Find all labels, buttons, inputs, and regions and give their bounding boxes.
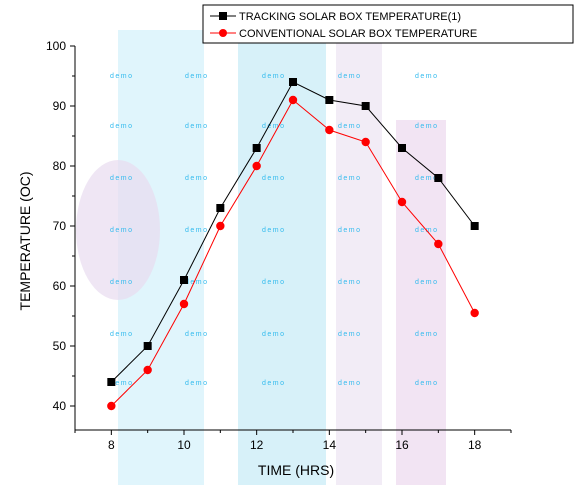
legend-item: CONVENTIONAL SOLAR BOX TEMPERATURE — [210, 28, 477, 40]
data-point — [252, 161, 261, 171]
watermark-label: demo — [415, 73, 439, 80]
y-tick-label: 100 — [46, 39, 66, 53]
watermark-label: demo — [338, 279, 362, 286]
legend-label: TRACKING SOLAR BOX TEMPERATURE(1) — [239, 11, 461, 23]
watermark-label: demo — [415, 331, 439, 338]
watermark-label: demo — [338, 331, 362, 338]
watermark-label: demo — [262, 331, 286, 338]
x-tick-label: 12 — [250, 438, 264, 452]
data-point — [397, 197, 407, 207]
watermark-label: demo — [185, 175, 209, 182]
legend-label: CONVENTIONAL SOLAR BOX TEMPERATURE — [239, 28, 477, 40]
watermark-text-grid: demo demo demo demo demo demo demo demo demo demo… — [110, 73, 439, 387]
watermark-label: demo — [185, 279, 209, 286]
data-point — [216, 221, 225, 231]
watermark-label: demo — [338, 175, 362, 182]
watermark-label: demo — [415, 279, 439, 286]
data-point — [107, 401, 116, 411]
watermark-label: demo — [338, 380, 362, 387]
watermark-label: demo — [110, 380, 134, 387]
watermark-label: demo — [110, 227, 134, 234]
data-point — [361, 102, 370, 110]
watermark-label: demo — [338, 227, 362, 234]
data-point — [470, 308, 479, 318]
watermark-label: demo — [110, 73, 134, 80]
legend-box — [202, 4, 574, 44]
x-axis-title: TIME (HRS) — [258, 462, 334, 478]
data-point — [143, 365, 152, 375]
watermark-label: demo — [110, 279, 134, 286]
x-tick-label: 14 — [323, 438, 337, 452]
y-tick-label: 40 — [53, 399, 67, 413]
data-point — [107, 378, 116, 386]
data-point — [252, 144, 261, 152]
watermark-label: demo — [262, 123, 286, 130]
watermark-label: demo — [262, 380, 286, 387]
legend-item: TRACKING SOLAR BOX TEMPERATURE(1) — [210, 11, 461, 23]
data-point — [398, 144, 406, 152]
watermark-label: demo — [185, 331, 209, 338]
watermark-label: demo — [110, 175, 134, 182]
watermark-label: demo — [338, 73, 362, 80]
data-point — [434, 239, 443, 249]
watermark-label: demo — [262, 227, 286, 234]
watermark-label: demo — [185, 227, 209, 234]
y-axis-title: TEMPERATURE (OC) — [17, 172, 33, 311]
watermark-label: demo — [262, 73, 286, 80]
watermark-label: demo — [338, 123, 362, 130]
data-point — [179, 299, 189, 309]
legend-swatch-marker — [219, 29, 227, 37]
data-point — [325, 125, 334, 135]
watermark-label: demo — [415, 175, 439, 182]
y-tick-label: 70 — [53, 219, 67, 233]
x-tick-label: 10 — [177, 438, 191, 452]
watermark-label: demo — [110, 331, 134, 338]
data-point — [289, 78, 297, 86]
watermark-label: demo — [185, 123, 209, 130]
data-point — [325, 96, 334, 104]
watermark-label: demo — [415, 380, 439, 387]
watermark-label: demo — [110, 123, 134, 130]
data-point — [434, 174, 443, 182]
background-watermark — [76, 30, 446, 485]
data-point — [216, 204, 225, 212]
watermark-label: demo — [185, 380, 209, 387]
data-point — [288, 95, 298, 105]
y-tick-label: 60 — [53, 279, 67, 293]
y-tick-label: 80 — [53, 159, 67, 173]
data-point — [361, 137, 370, 147]
watermark-label: demo — [185, 73, 209, 80]
watermark-label: demo — [415, 123, 439, 130]
data-point — [180, 276, 188, 284]
series-1 — [107, 78, 479, 386]
watermark-label: demo — [262, 279, 286, 286]
series-2 — [107, 95, 479, 411]
watermark-label: demo — [262, 175, 286, 182]
y-tick-label: 90 — [53, 99, 67, 113]
x-tick-label: 18 — [468, 438, 482, 452]
x-tick-label: 8 — [108, 438, 115, 452]
data-point — [470, 222, 479, 230]
y-tick-label: 50 — [53, 339, 67, 353]
legend-swatch-marker — [219, 12, 227, 20]
data-point — [143, 342, 152, 350]
x-tick-label: 16 — [395, 438, 409, 452]
